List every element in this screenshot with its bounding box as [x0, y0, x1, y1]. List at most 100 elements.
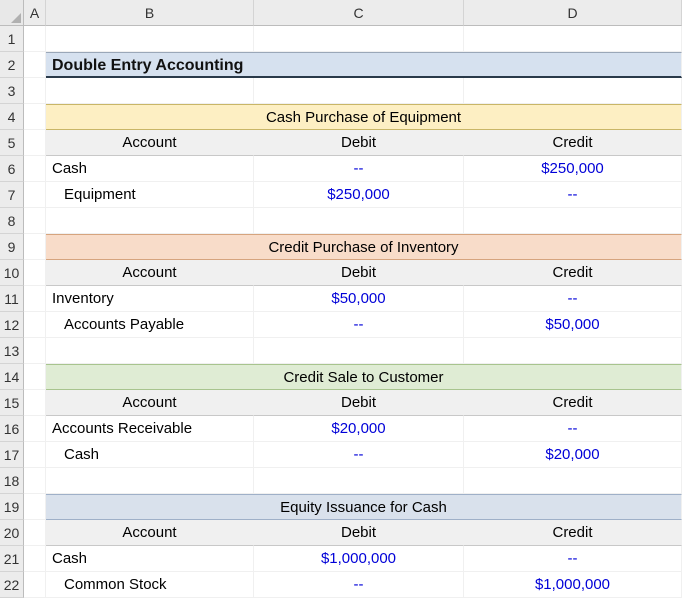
page-title[interactable]: Double Entry Accounting	[46, 52, 682, 78]
subheader-debit[interactable]: Debit	[254, 390, 464, 416]
cell[interactable]	[24, 546, 46, 572]
debit-value[interactable]: --	[254, 572, 464, 598]
cell[interactable]	[24, 78, 46, 104]
cell[interactable]	[24, 130, 46, 156]
section-header[interactable]: Equity Issuance for Cash	[46, 494, 682, 520]
section-header[interactable]: Credit Sale to Customer	[46, 364, 682, 390]
account-name[interactable]: Accounts Payable	[46, 312, 254, 338]
subheader-account[interactable]: Account	[46, 130, 254, 156]
cell[interactable]	[46, 338, 254, 364]
row-header[interactable]: 9	[0, 234, 24, 260]
subheader-account[interactable]: Account	[46, 260, 254, 286]
cell[interactable]	[46, 78, 254, 104]
row-header[interactable]: 14	[0, 364, 24, 390]
row-header[interactable]: 6	[0, 156, 24, 182]
credit-value[interactable]: --	[464, 286, 682, 312]
account-name[interactable]: Cash	[46, 442, 254, 468]
account-name[interactable]: Equipment	[46, 182, 254, 208]
debit-value[interactable]: --	[254, 156, 464, 182]
account-name[interactable]: Inventory	[46, 286, 254, 312]
cell[interactable]	[24, 468, 46, 494]
cell[interactable]	[24, 338, 46, 364]
cell[interactable]	[24, 390, 46, 416]
subheader-account[interactable]: Account	[46, 390, 254, 416]
cell[interactable]	[254, 468, 464, 494]
credit-value[interactable]: $1,000,000	[464, 572, 682, 598]
select-all-corner[interactable]	[0, 0, 24, 26]
credit-value[interactable]: --	[464, 182, 682, 208]
cell[interactable]	[464, 78, 682, 104]
row-header[interactable]: 15	[0, 390, 24, 416]
row-header[interactable]: 11	[0, 286, 24, 312]
debit-value[interactable]: $20,000	[254, 416, 464, 442]
row-header[interactable]: 16	[0, 416, 24, 442]
debit-value[interactable]: --	[254, 312, 464, 338]
cell[interactable]	[24, 26, 46, 52]
row-header[interactable]: 5	[0, 130, 24, 156]
cell[interactable]	[254, 78, 464, 104]
cell[interactable]	[24, 208, 46, 234]
col-header-b[interactable]: B	[46, 0, 254, 26]
cell[interactable]	[24, 442, 46, 468]
row-header[interactable]: 4	[0, 104, 24, 130]
cell[interactable]	[24, 260, 46, 286]
cell[interactable]	[24, 182, 46, 208]
cell[interactable]	[24, 52, 46, 78]
subheader-credit[interactable]: Credit	[464, 260, 682, 286]
row-header[interactable]: 18	[0, 468, 24, 494]
cell[interactable]	[24, 286, 46, 312]
account-name[interactable]: Common Stock	[46, 572, 254, 598]
debit-value[interactable]: $250,000	[254, 182, 464, 208]
row-header[interactable]: 20	[0, 520, 24, 546]
credit-value[interactable]: --	[464, 416, 682, 442]
row-header[interactable]: 10	[0, 260, 24, 286]
credit-value[interactable]: $50,000	[464, 312, 682, 338]
cell[interactable]	[24, 364, 46, 390]
spreadsheet-grid[interactable]: A B C D 1 2 Double Entry Accounting 3 4 …	[0, 0, 700, 598]
subheader-credit[interactable]: Credit	[464, 520, 682, 546]
cell[interactable]	[24, 234, 46, 260]
cell[interactable]	[46, 208, 254, 234]
cell[interactable]	[24, 312, 46, 338]
col-header-a[interactable]: A	[24, 0, 46, 26]
row-header[interactable]: 13	[0, 338, 24, 364]
section-header[interactable]: Credit Purchase of Inventory	[46, 234, 682, 260]
credit-value[interactable]: $20,000	[464, 442, 682, 468]
row-header[interactable]: 17	[0, 442, 24, 468]
row-header[interactable]: 8	[0, 208, 24, 234]
subheader-debit[interactable]: Debit	[254, 520, 464, 546]
row-header[interactable]: 2	[0, 52, 24, 78]
row-header[interactable]: 12	[0, 312, 24, 338]
cell[interactable]	[254, 26, 464, 52]
subheader-credit[interactable]: Credit	[464, 130, 682, 156]
section-header[interactable]: Cash Purchase of Equipment	[46, 104, 682, 130]
cell[interactable]	[24, 520, 46, 546]
debit-value[interactable]: $1,000,000	[254, 546, 464, 572]
row-header[interactable]: 7	[0, 182, 24, 208]
account-name[interactable]: Accounts Receivable	[46, 416, 254, 442]
subheader-account[interactable]: Account	[46, 520, 254, 546]
col-header-d[interactable]: D	[464, 0, 682, 26]
subheader-debit[interactable]: Debit	[254, 130, 464, 156]
account-name[interactable]: Cash	[46, 546, 254, 572]
row-header[interactable]: 22	[0, 572, 24, 598]
cell[interactable]	[464, 26, 682, 52]
account-name[interactable]: Cash	[46, 156, 254, 182]
row-header[interactable]: 3	[0, 78, 24, 104]
cell[interactable]	[46, 26, 254, 52]
cell[interactable]	[464, 208, 682, 234]
credit-value[interactable]: $250,000	[464, 156, 682, 182]
row-header[interactable]: 21	[0, 546, 24, 572]
debit-value[interactable]: $50,000	[254, 286, 464, 312]
cell[interactable]	[254, 208, 464, 234]
cell[interactable]	[24, 494, 46, 520]
row-header[interactable]: 19	[0, 494, 24, 520]
cell[interactable]	[464, 338, 682, 364]
col-header-c[interactable]: C	[254, 0, 464, 26]
cell[interactable]	[46, 468, 254, 494]
cell[interactable]	[24, 572, 46, 598]
debit-value[interactable]: --	[254, 442, 464, 468]
cell[interactable]	[24, 156, 46, 182]
subheader-credit[interactable]: Credit	[464, 390, 682, 416]
cell[interactable]	[24, 104, 46, 130]
